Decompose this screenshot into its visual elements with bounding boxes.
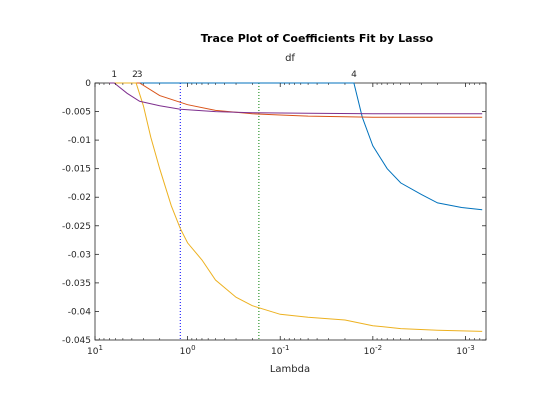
- x-tick-label: 101: [87, 344, 103, 357]
- df-label: 1: [111, 70, 117, 80]
- coefficient-line-3: [109, 82, 483, 332]
- df-axis-label: df: [285, 53, 295, 64]
- plot-area: 0 -0.005 -0.01 -0.015 -0.02 -0.025 -0.03 -0.035…: [62, 70, 487, 357]
- axes-box: [94, 82, 487, 341]
- x-tick-label: 10-3: [456, 344, 474, 357]
- df-label: 3: [137, 70, 143, 80]
- y-tick-label: -0.015: [62, 165, 91, 175]
- y-tick-label: -0.025: [62, 222, 91, 232]
- chart-title: Trace Plot of Coefficients Fit by Lasso: [201, 32, 434, 45]
- y-tick-label: -0.02: [68, 193, 91, 203]
- y-tick-label: -0.035: [62, 279, 91, 289]
- y-tick-label: -0.005: [62, 108, 91, 118]
- coefficient-line-2: [109, 82, 483, 118]
- x-tick-label: 100: [180, 344, 196, 357]
- df-label: 2: [132, 70, 138, 80]
- y-tick-label: -0.01: [68, 136, 91, 146]
- y-tick-label: -0.03: [68, 250, 91, 260]
- x-tick-label: 10-2: [364, 344, 382, 357]
- y-tick-label: 0: [85, 79, 91, 89]
- x-tick-label: 10-1: [271, 344, 289, 357]
- y-tick-label: -0.04: [68, 307, 92, 317]
- coefficient-line-4: [109, 82, 483, 115]
- x-axis-label: Lambda: [270, 364, 310, 375]
- coefficient-line-1: [109, 82, 483, 211]
- df-label: 4: [351, 70, 357, 80]
- y-tick-label: -0.045: [62, 336, 91, 346]
